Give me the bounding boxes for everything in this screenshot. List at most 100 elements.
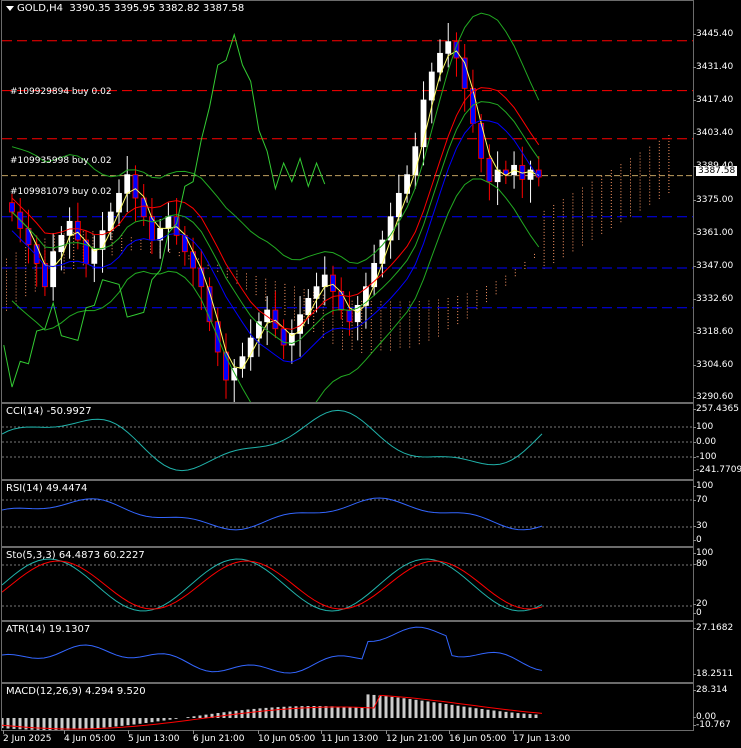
price-axis[interactable]: 3445.40 3431.40 3417.40 3403.40 3389.40 …: [692, 0, 741, 403]
cloud-dot: [649, 182, 651, 184]
price-chart-pane[interactable]: GOLD,H4 3390.35 3395.95 3382.82 3387.58 …: [1, 0, 694, 403]
cloud-dot: [649, 152, 651, 154]
candle-body: [91, 248, 98, 264]
dropdown-triangle-icon[interactable]: [6, 5, 14, 11]
chikou-line: [3, 32, 326, 388]
cloud-dot: [457, 311, 459, 313]
cloud-dot: [553, 208, 555, 210]
cloud-dot: [140, 248, 142, 250]
macd-pane[interactable]: MACD(12,26,9) 4.294 9.520: [1, 683, 694, 731]
cloud-dot: [361, 330, 363, 332]
cloud-dot: [601, 226, 603, 228]
cloud-dot: [591, 235, 593, 237]
cloud-dot: [438, 299, 439, 301]
cloud-dot: [572, 208, 574, 210]
cloud-dot: [303, 325, 305, 327]
cloud-dot: [342, 312, 343, 314]
order-label-1[interactable]: #109929894 buy 0.02: [10, 87, 112, 97]
cloud-dot: [553, 250, 555, 252]
cloud-dot: [332, 330, 334, 332]
atr-axis: 27.1682 18.2511: [692, 621, 741, 683]
cloud-dot: [591, 226, 593, 228]
cloud-dot: [486, 298, 487, 300]
cloud-dot: [476, 302, 478, 304]
symbol-header: GOLD,H4 3390.35 3395.95 3382.82 3387.58: [6, 3, 244, 14]
cloud-dot: [370, 310, 372, 312]
cloud-dot: [562, 199, 564, 201]
cloud-dot: [572, 214, 574, 216]
cloud-dot: [25, 265, 27, 267]
price-tick: 3332.60: [692, 294, 734, 304]
cloud-dot: [25, 289, 27, 291]
cloud-dot: [6, 264, 7, 266]
cloud-dot: [332, 315, 334, 317]
cloud-dot: [418, 307, 420, 309]
cloud-dot: [111, 236, 113, 238]
cloud-dot: [34, 281, 36, 283]
cloud-dot: [399, 322, 401, 324]
cloud-dot: [610, 203, 612, 205]
cloud-dot: [438, 335, 439, 337]
cloud-dot: [294, 313, 295, 315]
cloud-dot: [630, 200, 631, 202]
cloud-dot: [534, 256, 535, 258]
cloud-dot: [34, 278, 36, 280]
cloud-dot: [447, 310, 449, 312]
cloud-dot: [639, 188, 641, 190]
order-label-3[interactable]: #109981079 buy 0.02: [10, 187, 112, 197]
stochastic-pane[interactable]: Sto(5,3,3) 64.4873 60.2227: [1, 547, 694, 621]
cloud-dot: [390, 301, 391, 303]
cloud-dot: [658, 197, 660, 199]
atr-pane[interactable]: ATR(14) 19.1307: [1, 621, 694, 683]
cloud-dot: [466, 302, 468, 304]
cloud-dot: [198, 258, 199, 260]
cloud-dot: [130, 240, 132, 242]
cloud-dot: [457, 314, 459, 316]
cloud-dot: [495, 284, 497, 286]
cloud-dot: [246, 288, 247, 290]
cloud-dot: [380, 331, 382, 333]
cloud-dot: [284, 298, 286, 300]
time-axis[interactable]: 2 Jun 2025 4 Jun 05:00 5 Jun 13:00 6 Jun…: [1, 730, 694, 748]
cloud-dot: [418, 313, 420, 315]
cci-pane[interactable]: CCI(14) -50.9927: [1, 403, 694, 480]
cloud-dot: [351, 339, 353, 341]
cloud-dot: [332, 342, 334, 344]
cloud-dot: [582, 232, 583, 234]
cloud-dot: [649, 146, 651, 148]
cloud-dot: [610, 218, 612, 220]
cloud-dot: [524, 267, 526, 269]
cloud-dot: [73, 243, 75, 245]
cloud-dot: [582, 244, 583, 246]
cloud-dot: [63, 272, 65, 274]
cloud-dot: [15, 273, 17, 275]
order-label-2[interactable]: #109935998 buy 0.02: [10, 156, 112, 166]
cloud-dot: [390, 343, 391, 345]
cloud-dot: [361, 333, 363, 335]
cloud-dot: [543, 216, 545, 218]
cloud-dot: [553, 262, 555, 264]
cloud-dot: [25, 274, 27, 276]
cloud-dot: [246, 282, 247, 284]
cloud-dot: [130, 237, 132, 239]
cloud-dot: [543, 249, 545, 251]
macd-canvas: [2, 694, 543, 730]
cloud-dot: [582, 196, 583, 198]
rsi-pane[interactable]: RSI(14) 49.4474: [1, 480, 694, 547]
cloud-dot: [6, 294, 7, 296]
cloud-dot: [649, 167, 651, 169]
cloud-dot: [562, 217, 564, 219]
cloud-dot: [649, 185, 651, 187]
cloud-dot: [630, 164, 631, 166]
cloud-dot: [562, 208, 564, 210]
cloud-dot: [553, 241, 555, 243]
cloud-dot: [428, 327, 430, 329]
price-chart-canvas[interactable]: [2, 1, 694, 403]
cloud-dot: [543, 264, 545, 266]
cloud-dot: [255, 282, 257, 284]
atr-canvas: [2, 626, 543, 674]
stochastic-canvas: [2, 558, 693, 612]
cloud-dot: [15, 258, 17, 260]
cloud-dot: [370, 340, 372, 342]
cloud-dot: [294, 292, 295, 294]
